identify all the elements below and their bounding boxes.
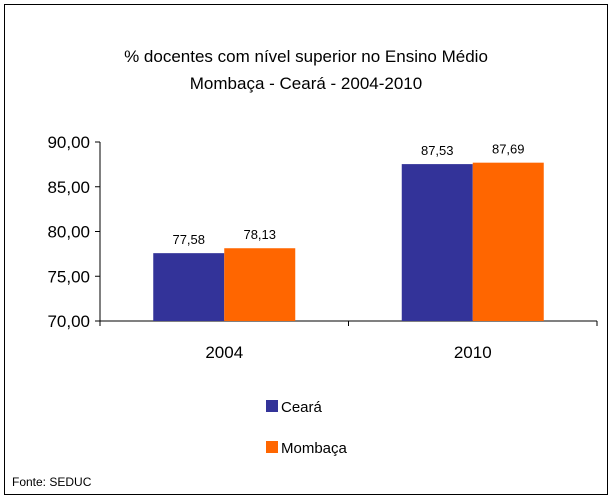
- y-tick-label: 70,00: [47, 312, 90, 331]
- source-note: Fonte: SEDUC: [12, 475, 92, 489]
- bar-cear-2010: [401, 164, 473, 321]
- chart-frame: [4, 4, 608, 495]
- x-tick-label: 2004: [205, 343, 243, 362]
- bars: 77,58 78,13 87,53 87,69: [153, 142, 544, 321]
- y-tick-label: 85,00: [47, 178, 90, 197]
- legend-swatch: [266, 441, 278, 453]
- x-tick-label: 2010: [454, 343, 492, 362]
- data-label: 87,69: [492, 142, 525, 157]
- chart-subtitle: Mombaça - Ceará - 2004-2010: [190, 74, 422, 93]
- y-tick-label: 90,00: [47, 133, 90, 152]
- legend-label: Ceará: [281, 399, 323, 416]
- bar-cear-2004: [153, 253, 225, 321]
- y-tick-label: 75,00: [47, 267, 90, 286]
- data-label: 87,53: [421, 143, 454, 158]
- bar-mombaa-2004: [224, 248, 296, 321]
- bar-mombaa-2010: [472, 162, 544, 321]
- data-label: 77,58: [172, 232, 205, 247]
- y-tick-label: 80,00: [47, 223, 90, 242]
- data-label: 78,13: [243, 227, 276, 242]
- legend-label: Mombaça: [281, 440, 348, 457]
- legend: Ceará Mombaça: [266, 399, 348, 457]
- axes: 70,00 75,00 80,00 85,00 90,00 2004 2010: [47, 133, 598, 362]
- legend-swatch: [266, 400, 278, 412]
- chart-title: % docentes com nível superior no Ensino …: [124, 47, 488, 66]
